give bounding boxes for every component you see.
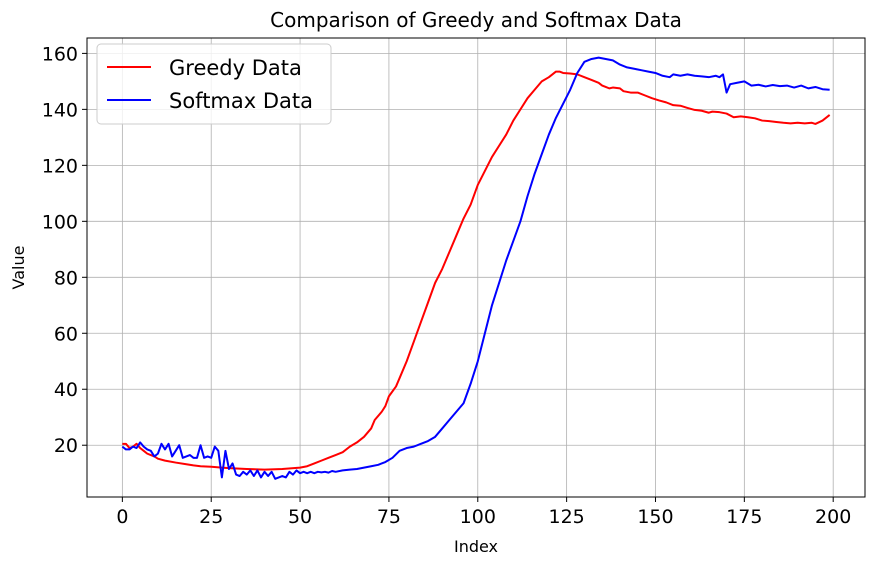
x-tick-label: 150 bbox=[637, 506, 673, 528]
y-tick-label: 20 bbox=[54, 435, 78, 457]
x-tick-label: 175 bbox=[726, 506, 762, 528]
y-axis-label: Value bbox=[9, 246, 28, 290]
x-tick-label: 125 bbox=[548, 506, 584, 528]
plot-frame bbox=[86, 37, 866, 498]
series-layer bbox=[121, 56, 831, 480]
series-line-softmax bbox=[121, 56, 830, 480]
x-axis-label: Index bbox=[454, 537, 498, 556]
y-tick-label: 80 bbox=[54, 267, 78, 289]
x-tick-label: 0 bbox=[116, 506, 128, 528]
y-axis-ticks: 20 40 60 80 100 120 140 160 bbox=[42, 43, 87, 457]
x-tick-label: 75 bbox=[377, 506, 401, 528]
x-tick-label: 25 bbox=[199, 506, 223, 528]
x-tick-label: 50 bbox=[288, 506, 312, 528]
legend-label-softmax: Softmax Data bbox=[169, 89, 313, 113]
legend: Greedy Data Softmax Data bbox=[96, 43, 332, 125]
x-tick-label: 100 bbox=[460, 506, 496, 528]
x-tick-label: 200 bbox=[815, 506, 851, 528]
y-tick-label: 160 bbox=[42, 43, 78, 65]
legend-box bbox=[96, 43, 332, 125]
legend-label-greedy: Greedy Data bbox=[169, 56, 302, 80]
x-axis-ticks: 0 25 50 75 100 125 150 175 200 bbox=[116, 497, 851, 528]
y-tick-label: 40 bbox=[54, 379, 78, 401]
y-tick-label: 100 bbox=[42, 211, 78, 233]
y-tick-label: 60 bbox=[54, 323, 78, 345]
y-tick-label: 120 bbox=[42, 155, 78, 177]
chart-title: Comparison of Greedy and Softmax Data bbox=[270, 8, 682, 32]
y-tick-label: 140 bbox=[42, 99, 78, 121]
